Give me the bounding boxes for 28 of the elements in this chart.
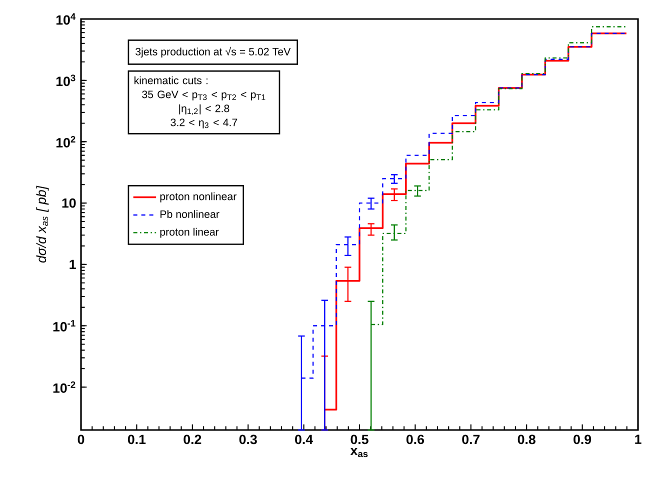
x-tick-label: 0.4: [295, 434, 313, 444]
x-tick-label: 0.6: [406, 434, 424, 444]
x-axis-title: x$_{as}$: [350, 448, 368, 458]
x-tick-label: 0.3: [239, 434, 257, 444]
y-tick-label: 10$^{2}$: [56, 136, 76, 148]
x-tick-label: 0.1: [128, 434, 146, 444]
y-axis-title: dσ/d x$_{as}$ [ pb]: [36, 186, 49, 263]
y-tick-label: 1: [70, 260, 76, 269]
annotation: kinematic cuts :: [134, 76, 208, 84]
legend-label: proton linear: [160, 228, 219, 238]
annotation: 3jets production at √s = 5.02 TeV: [136, 46, 291, 58]
y-tick-label: 10: [62, 198, 76, 208]
x-tick-label: 0.9: [574, 434, 592, 444]
annotation: |η$_{1,2}$| < 2.8: [179, 104, 230, 116]
y-tick-label: 10$^{3}$: [56, 74, 76, 86]
legend-label: proton nonlinear: [160, 192, 237, 202]
x-tick-label: 0.7: [462, 434, 480, 444]
annotation: 35 GeV < p$_{T3}$ < p$_{T2}$ < p$_{T1}$: [142, 90, 266, 100]
x-tick-label: 1: [635, 434, 642, 444]
x-tick-label: 0.8: [518, 434, 536, 444]
x-tick-label: 0.2: [184, 434, 202, 444]
legend-label: Pb nonlinear: [160, 210, 220, 218]
y-tick-label: 10$^{-2}$: [53, 381, 76, 393]
x-tick-label: 0.5: [350, 434, 368, 444]
x-tick-label: 0: [78, 434, 84, 444]
y-tick-label: 10$^{4}$: [56, 13, 76, 25]
y-tick-label: 10$^{-1}$: [53, 320, 76, 332]
annotation: 3.2 < η$_{3}$ < 4.7: [170, 118, 238, 128]
